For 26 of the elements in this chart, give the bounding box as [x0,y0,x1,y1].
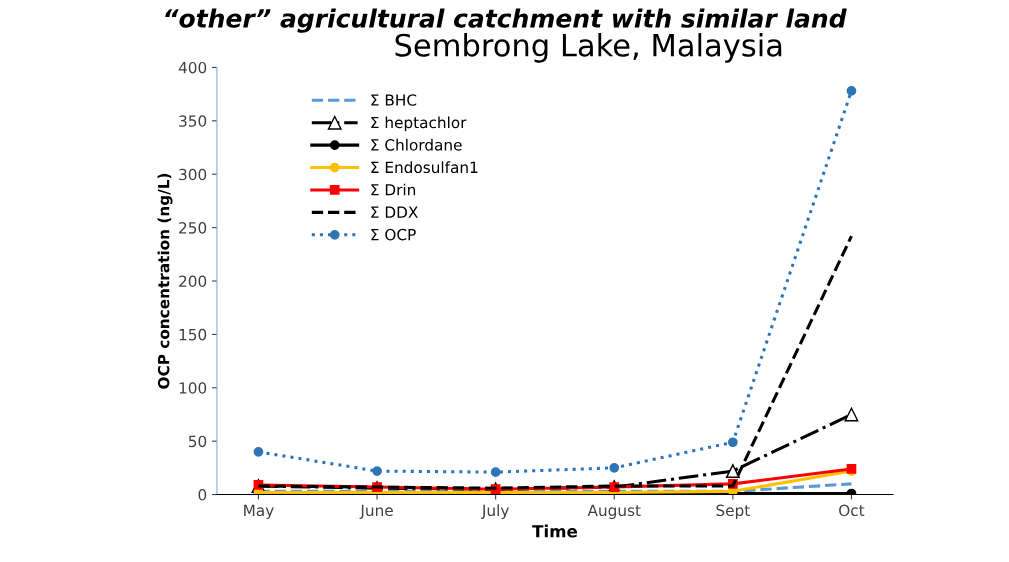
x-tick-label: August [587,504,641,520]
legend-label: Σ DDX [371,206,418,218]
legend-label: Σ OCP [371,228,416,241]
x-axis-title: Time [532,524,578,538]
legend-label: Σ Drin [371,183,416,196]
chart-title: Sembrong Lake, Malaysia [395,33,782,63]
x-tick-label: Oct [839,504,865,517]
y-tick-label: 150 [179,328,207,341]
y-tick-label: 400 [178,61,207,74]
legend-label: Σ Chlordane [371,138,462,151]
y-tick-label: 100 [179,382,207,394]
legend-label: Σ heptachlor [371,116,467,132]
y-tick-label: 50 [188,435,207,448]
legend-label: Σ BHC [371,94,417,106]
x-tick-label: Sept [716,504,750,520]
y-tick-label: 350 [179,115,207,127]
x-tick-label: July [481,504,509,520]
legend-label: Σ Endosulfan1 [371,161,478,174]
y-tick-label: 250 [179,222,207,234]
x-tick-label: May [244,504,274,520]
text: “other” agricultural catchment with similar land [165,8,847,33]
y-tick-label: 0 [198,489,207,501]
y-tick-label: 300 [179,168,207,181]
x-tick-label: June [359,504,393,519]
y-tick-label: 200 [179,275,207,288]
y-axis-title: OCP concentration (ng/L) [157,173,173,389]
